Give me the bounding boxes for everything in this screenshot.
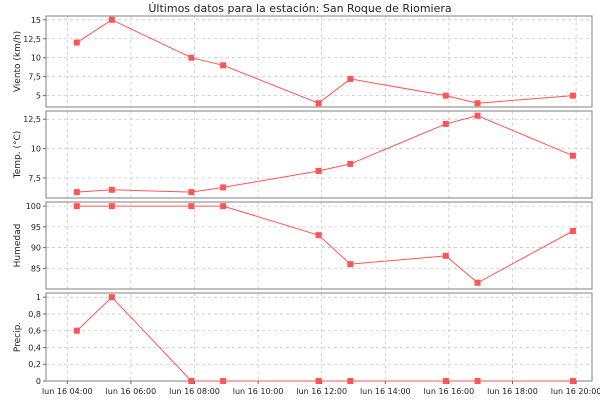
x-axis: lun 16 04:00 lun 16 06:00 lun 16 08:00 lun … <box>42 381 600 396</box>
data-point <box>73 203 80 210</box>
data-point <box>474 112 481 119</box>
panel-background <box>46 293 592 381</box>
panel-3: 85 90 95 100 Humedad <box>13 201 593 290</box>
y-tick-label: 0 <box>36 377 41 386</box>
data-point <box>188 189 195 196</box>
data-point <box>569 228 576 234</box>
panel-4: 0 0,2 0,4 0,6 0,8 1 Precip. <box>13 292 593 386</box>
y-axis-label: Precip. <box>13 322 23 352</box>
y-tick-label: 12,5 <box>23 115 41 124</box>
panel-background <box>46 16 592 107</box>
data-point <box>73 39 80 46</box>
data-point <box>442 120 449 127</box>
x-tick-label: lun 16 06:00 <box>106 387 157 396</box>
y-tick-label: 7,5 <box>28 174 41 183</box>
data-point <box>442 378 449 384</box>
data-point <box>347 75 354 82</box>
data-point <box>108 16 115 23</box>
y-tick-label: 0,4 <box>28 343 41 352</box>
x-tick-label: lun 16 16:00 <box>424 387 475 396</box>
y-tick-label: 90 <box>31 244 41 253</box>
data-point <box>569 92 576 99</box>
y-tick-label: 0,6 <box>28 327 41 336</box>
data-point <box>108 294 115 301</box>
y-tick-label: 85 <box>31 264 41 273</box>
data-point <box>474 378 481 384</box>
data-point <box>315 232 322 239</box>
data-point <box>73 327 80 334</box>
data-point <box>569 378 576 384</box>
y-tick-label: 15 <box>31 16 41 25</box>
panel-frame <box>45 201 593 290</box>
panel-background <box>46 111 592 198</box>
x-tick-label: lun 16 04:00 <box>42 387 93 396</box>
data-point <box>188 203 195 210</box>
data-point <box>188 378 195 384</box>
y-tick-label: 0,2 <box>28 360 41 369</box>
data-point <box>315 167 322 174</box>
y-tick-label: 5 <box>36 92 41 101</box>
data-point <box>347 160 354 167</box>
data-point <box>315 100 322 107</box>
data-point <box>188 54 195 61</box>
y-tick-label: 95 <box>31 223 41 232</box>
panel-frame <box>45 110 593 199</box>
data-point <box>73 189 80 196</box>
panel-background <box>46 202 592 289</box>
data-point <box>220 62 227 69</box>
y-axis-label: Humedad <box>13 224 23 268</box>
data-point <box>569 152 576 159</box>
chart-title: Últimos datos para la estación: San Roqu… <box>148 2 451 15</box>
data-point <box>347 261 354 268</box>
y-tick-label: 10 <box>31 54 41 63</box>
data-point <box>220 378 227 384</box>
data-point <box>442 92 449 99</box>
data-point <box>474 279 481 286</box>
panel-frame <box>45 15 593 108</box>
y-tick-label: 1 <box>36 293 41 302</box>
x-tick-label: lun 16 12:00 <box>296 387 347 396</box>
data-point <box>442 252 449 259</box>
y-axis-label: Viento (km/h) <box>13 31 23 92</box>
data-point <box>474 100 481 107</box>
y-axis-label: Temp. (°C) <box>13 131 23 180</box>
data-point <box>108 203 115 210</box>
panel-1: 5 7,5 10 12,5 15 Viento (km/h) <box>13 15 593 108</box>
x-tick-label: lun 16 18:00 <box>487 387 538 396</box>
y-tick-label: 10 <box>31 145 41 154</box>
y-tick-label: 12,5 <box>23 35 41 44</box>
data-point <box>315 378 322 384</box>
data-point <box>220 203 227 210</box>
data-point <box>108 186 115 193</box>
y-tick-label: 100 <box>26 202 41 211</box>
x-tick-label: lun 16 14:00 <box>360 387 411 396</box>
y-tick-label: 0,8 <box>28 310 41 319</box>
x-tick-label: lun 16 08:00 <box>169 387 220 396</box>
x-tick-label: lun 16 20:00 <box>551 387 600 396</box>
data-point <box>347 378 354 384</box>
x-tick-label: lun 16 10:00 <box>233 387 284 396</box>
y-tick-label: 7,5 <box>28 73 41 82</box>
data-point <box>220 184 227 191</box>
